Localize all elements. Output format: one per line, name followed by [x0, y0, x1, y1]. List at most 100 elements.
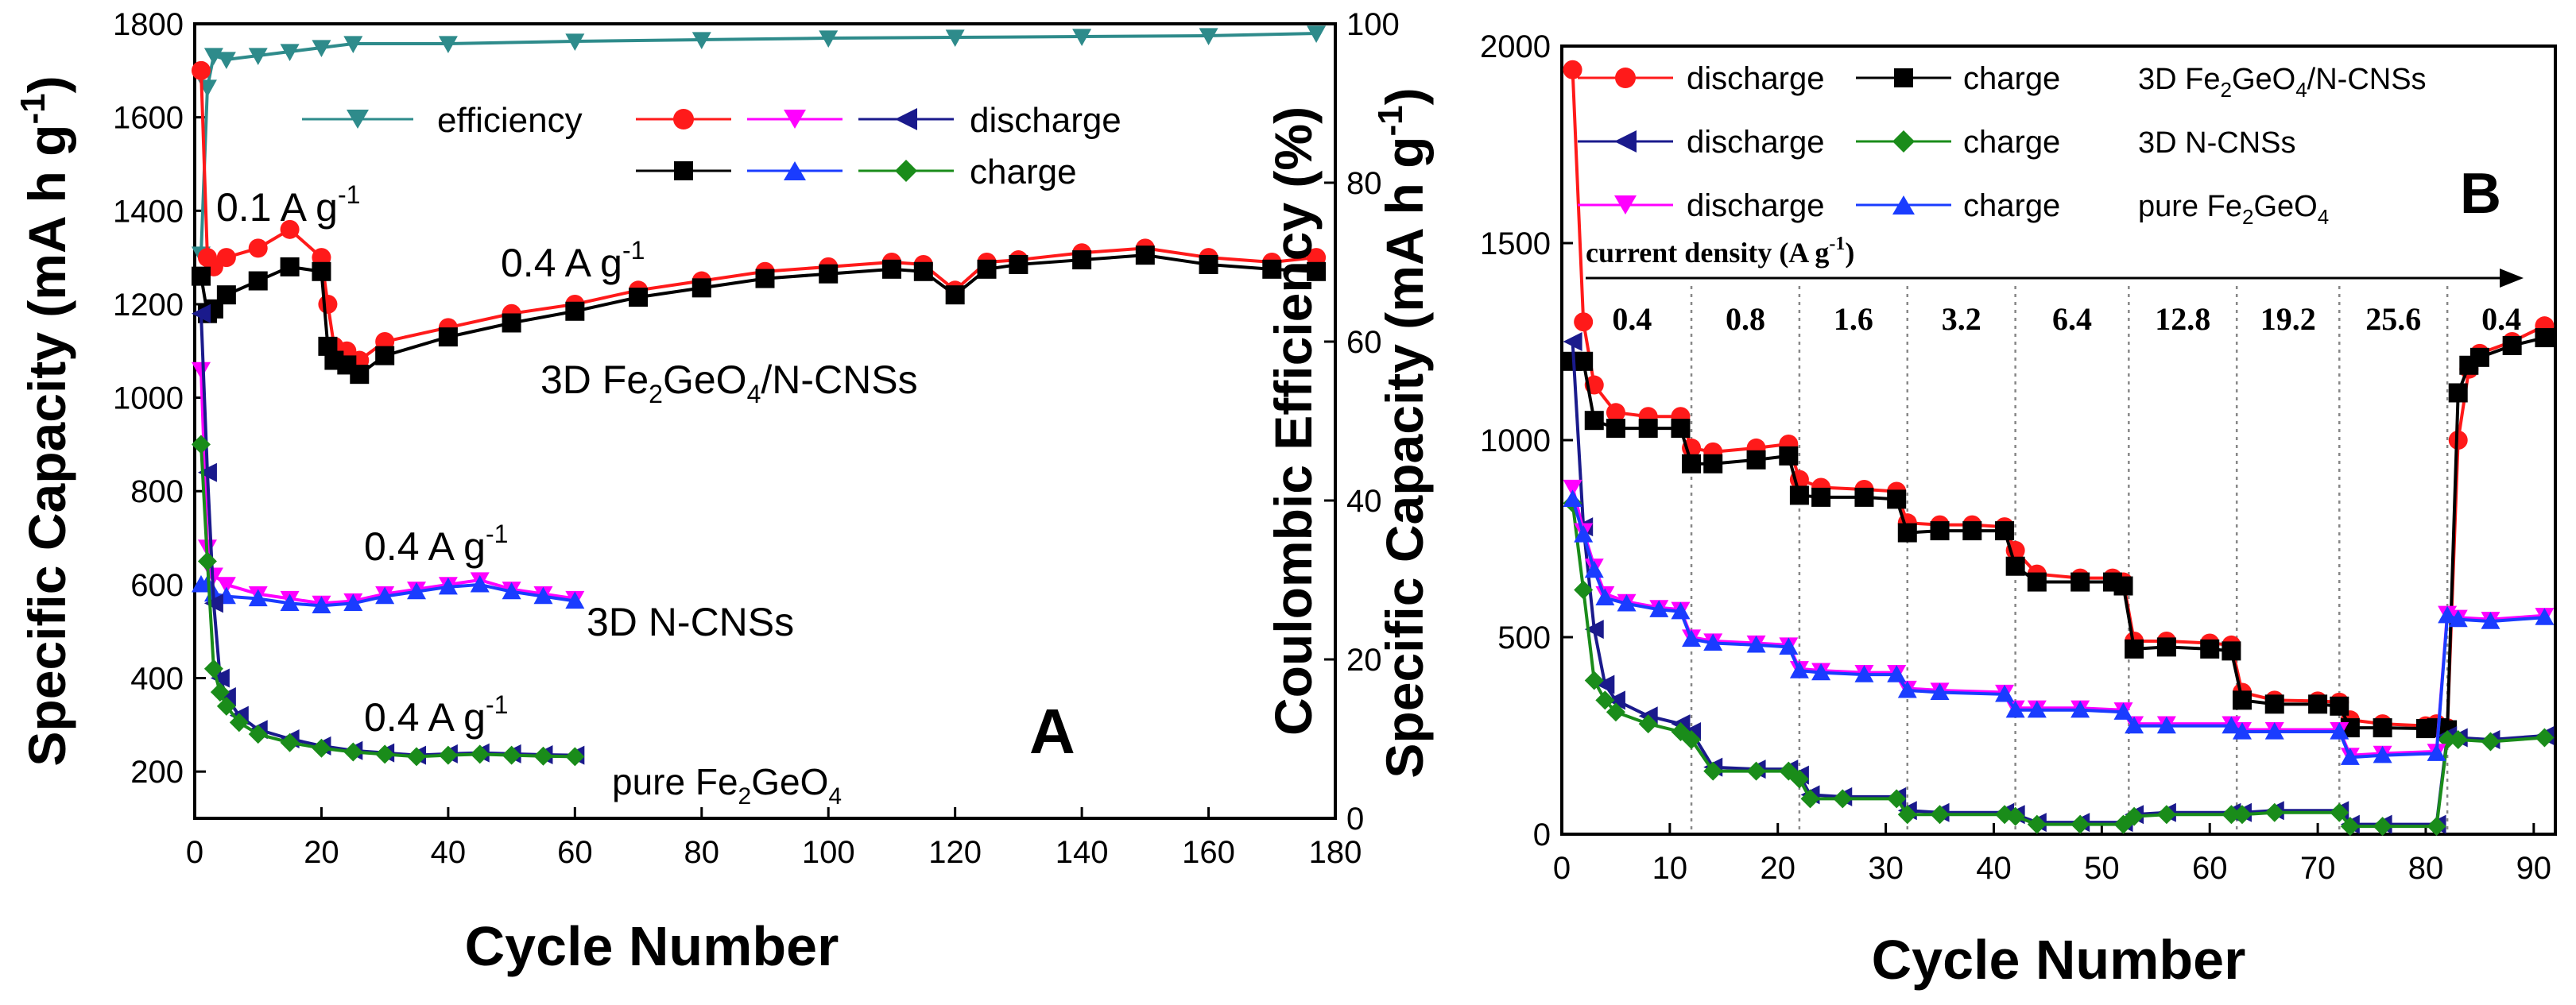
y-tick-label: 1200 — [113, 288, 184, 323]
data-point — [2373, 817, 2392, 837]
panel-a-legend: efficiency discharge charge — [302, 101, 1121, 191]
legend-discharge-marker-3 — [895, 108, 917, 130]
data-point — [2481, 612, 2500, 629]
data-point — [280, 732, 300, 752]
x-tick-label: 80 — [684, 835, 720, 870]
data-point — [2264, 722, 2284, 740]
data-point — [1887, 665, 1907, 682]
data-point — [2113, 576, 2133, 596]
legend-efficiency-marker — [347, 110, 369, 129]
data-point — [312, 40, 331, 57]
data-point — [2027, 814, 2047, 834]
data-point — [216, 577, 236, 594]
x-tick-label: 100 — [802, 835, 855, 870]
data-point — [248, 589, 268, 607]
data-point — [1930, 521, 1950, 541]
b-legend-r2-charge-label: charge — [1963, 125, 2060, 160]
rate-label: 0.4 — [1612, 301, 1652, 337]
data-point — [819, 30, 839, 48]
series-5 — [1563, 489, 2555, 765]
data-point — [755, 269, 775, 288]
data-point — [407, 747, 427, 767]
series-4 — [191, 574, 585, 613]
data-point — [343, 742, 363, 762]
data-point — [2027, 700, 2047, 718]
panel-a-plot-frame — [193, 22, 1337, 820]
data-point — [1606, 419, 1625, 439]
series-3 — [191, 361, 585, 613]
current-density-title: current density (A g-1) — [1586, 234, 1854, 269]
data-point — [502, 582, 521, 600]
x-tick-label: 80 — [2408, 851, 2444, 886]
panel-b-label: B — [2460, 162, 2501, 226]
y-tick-label: 1400 — [113, 194, 184, 229]
data-point — [1703, 633, 1723, 651]
b-legend-r3-charge-label: charge — [1963, 188, 2060, 223]
data-point — [913, 261, 933, 281]
data-point — [1995, 521, 2015, 541]
data-point — [1962, 521, 1982, 541]
b-legend-r2-discharge-marker — [1614, 130, 1637, 153]
data-point — [1595, 588, 1615, 605]
x-tick-label: 70 — [2300, 851, 2336, 886]
data-point — [2448, 609, 2468, 628]
data-point — [691, 32, 711, 49]
data-point — [2264, 802, 2284, 822]
data-point — [1811, 663, 1831, 681]
data-point — [2222, 805, 2241, 825]
series-0 — [191, 25, 1327, 264]
data-point — [977, 259, 997, 279]
y-tick-label: 200 — [130, 755, 184, 790]
y2-tick-label: 60 — [1346, 325, 1382, 360]
data-point — [1563, 489, 1582, 507]
panel-b: 0 10 20 30 40 50 60 70 80 90 0 500 1000 1500 2000 Cycl… — [1371, 29, 2557, 991]
data-point — [375, 744, 395, 764]
x-tick-label: 160 — [1182, 835, 1235, 870]
data-point — [2448, 729, 2468, 749]
series-line — [1571, 503, 2545, 829]
rate-label: 6.4 — [2052, 301, 2092, 337]
b-legend-r3-name: pure Fe2GeO4 — [2138, 190, 2329, 229]
data-point — [407, 582, 427, 600]
data-point — [2005, 700, 2025, 718]
b-legend-r2-discharge-label: discharge — [1687, 125, 1824, 160]
data-point — [533, 586, 553, 605]
data-point — [2200, 639, 2220, 659]
data-point — [1671, 601, 1691, 620]
b-legend-r2-name: 3D N-CNSs — [2138, 126, 2295, 160]
annotation-rate-pure: 0.4 A g-1 — [364, 690, 508, 740]
data-point — [1307, 261, 1327, 281]
rate-label: 1.6 — [1834, 301, 1873, 337]
x-tick-label: 0 — [186, 835, 203, 870]
data-point — [1135, 245, 1155, 265]
data-point — [1811, 487, 1831, 507]
data-point — [1854, 665, 1874, 682]
annotation-rate-initial: 0.1 A g-1 — [216, 180, 360, 230]
legend-discharge-marker-2 — [784, 110, 806, 129]
data-point — [1887, 489, 1907, 509]
data-point — [2427, 744, 2446, 761]
data-point — [248, 271, 268, 291]
b-legend-r1-charge-marker — [1894, 68, 1913, 87]
data-point — [2535, 728, 2555, 748]
series-1 — [191, 60, 1327, 370]
data-point — [350, 365, 370, 385]
panel-a-ticks: 0 20 40 60 80 100 120 140 160 1802004006008001000… — [113, 7, 1400, 870]
series-6 — [191, 435, 585, 767]
data-point — [210, 682, 230, 702]
legend-discharge-marker-1 — [673, 109, 694, 129]
annotation-rate-fgo: 0.4 A g-1 — [501, 236, 645, 285]
data-point — [2373, 745, 2392, 763]
data-point — [2438, 605, 2458, 624]
data-point — [191, 435, 211, 454]
data-point — [1682, 729, 1702, 749]
data-point — [565, 591, 585, 609]
data-point — [819, 264, 839, 284]
annotation-rate-cns: 0.4 A g-1 — [364, 520, 508, 569]
data-point — [1307, 25, 1327, 43]
y2-tick-label: 100 — [1346, 7, 1400, 42]
data-point — [1779, 637, 1799, 655]
panel-a-series — [191, 25, 1327, 767]
data-point — [438, 327, 458, 347]
series-line — [1572, 336, 2545, 732]
